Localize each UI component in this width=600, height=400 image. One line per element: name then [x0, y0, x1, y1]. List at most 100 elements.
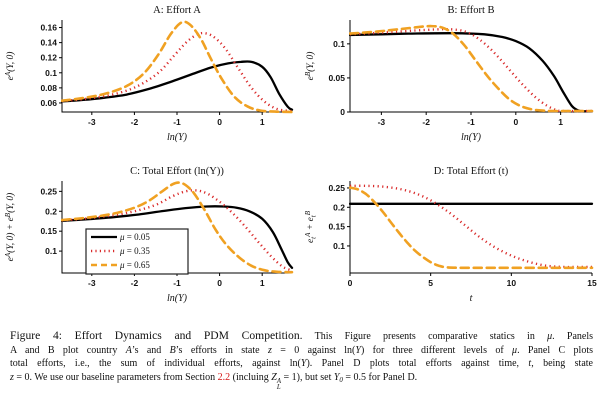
caption-line-1: Figure 4: Effort Dynamics and PDM Compet… [10, 329, 593, 344]
y-tick-label: 0.06 [40, 98, 57, 108]
x-tick-label: 1 [260, 117, 265, 127]
figure-caption: Figure 4: Effort Dynamics and PDM Compet… [10, 329, 593, 391]
panel-effort-a: A: Effort A -3 -2 -1 0 1 0.06 0.08 0.1 0.12 0.14 0.… [0, 0, 300, 161]
caption-text: . Panel C plots [517, 344, 593, 356]
panel-title: C: Total Effort (ln(Y)) [130, 166, 224, 177]
series-dashed [349, 24, 594, 113]
caption-text: = 0. We use our baseline parameters from… [13, 371, 218, 383]
series-solid [61, 60, 294, 111]
x-tick-label: 5 [428, 278, 433, 288]
caption-line-4: z = 0. We use our baseline parameters fr… [10, 371, 593, 391]
x-tick-label: -3 [378, 117, 386, 127]
caption-subscript: 0 [339, 375, 343, 384]
series-dashed [61, 20, 294, 114]
legend-label: μ = 0.35 [119, 246, 150, 256]
y-tick-label: 0.1 [333, 39, 345, 49]
caption-text: B [169, 344, 176, 356]
caption-text: This Figure presents comparative statics… [302, 331, 548, 342]
x-tick-label: 10 [507, 278, 517, 288]
caption-text: μ [512, 344, 518, 356]
x-tick-label: -3 [88, 117, 96, 127]
chart-panel-c: C: Total Effort (ln(Y)) -3 -2 -1 0 1 0.1 0.15 0.… [4, 166, 294, 304]
series-dotted [61, 189, 293, 272]
x-tick-label: -3 [88, 278, 96, 288]
series-dotted [61, 31, 293, 113]
caption-text: = 0.5 for Panel D. [342, 371, 418, 383]
x-tick-label: -2 [422, 117, 430, 127]
series-dotted [349, 184, 592, 269]
caption-text: A [125, 344, 132, 356]
x-tick-label: 0 [217, 278, 222, 288]
caption-text: Y [333, 371, 340, 383]
panel-title: B: Effort B [447, 5, 494, 16]
y-tick-label: 0.08 [40, 83, 57, 93]
x-axis-label: ln(Y) [167, 132, 188, 143]
caption-text: t [528, 358, 532, 370]
y-tick-label: 0.25 [40, 186, 57, 196]
series-solid [61, 205, 294, 269]
series-solid [349, 32, 594, 113]
caption-text: z [10, 371, 14, 383]
chart-panel-b: B: Effort B -3 -2 -1 0 1 0 0.05 0.1 ln(Y) eB(Y, 0) [304, 5, 594, 143]
caption-line-2: A and B plot country A’s and B’s efforts… [10, 344, 593, 358]
y-tick-label: 0.2 [333, 202, 345, 212]
legend: μ = 0.05 μ = 0.35 μ = 0.65 [85, 228, 189, 275]
figure-4-plots: A: Effort A -3 -2 -1 0 1 0.06 0.08 0.1 0.12 0.14 0.… [0, 0, 600, 322]
y-tick-label: 0.15 [328, 222, 345, 232]
x-axis-label: t [470, 293, 473, 304]
chart-panel-d: D: Total Effort (t) 0 5 10 15 0.1 0.15 0.2 0.25 t… [304, 166, 597, 304]
y-tick-label: 0.25 [328, 183, 345, 193]
series-dotted [349, 28, 593, 113]
caption-text: Z [271, 371, 277, 383]
y-tick-label: 0.15 [40, 226, 57, 236]
y-tick-label: 0.1 [333, 241, 345, 251]
x-tick-label: 15 [587, 278, 597, 288]
x-tick-label: -1 [173, 117, 181, 127]
y-axis-label: eB(Y, 0) [304, 52, 316, 81]
series-dashed [349, 186, 594, 270]
caption-text: = 1), but set [281, 371, 334, 383]
y-tick-label: 0.2 [45, 206, 57, 216]
y-tick-label: 0.14 [40, 38, 57, 48]
caption-text: μ [547, 331, 553, 342]
caption-text: ) for three different levels of [360, 344, 513, 356]
caption-text: = 0 against ln( [271, 344, 356, 356]
panel-total-effort-lny: C: Total Effort (ln(Y)) -3 -2 -1 0 1 0.1 0.15 0.… [0, 161, 300, 322]
panel-total-effort-t: D: Total Effort (t) 0 5 10 15 0.1 0.15 0.2 0.25 t… [300, 161, 600, 322]
caption-text: total efforts, i.e., the sum of individu… [10, 358, 301, 370]
section-link[interactable]: 2.2 [217, 371, 231, 383]
panel-effort-b: B: Effort B -3 -2 -1 0 1 0 0.05 0.1 ln(Y) eB(Y, 0) [300, 0, 600, 161]
caption-text: ’s and [131, 344, 170, 356]
caption-line-3: total efforts, i.e., the sum of individu… [10, 357, 593, 371]
x-tick-label: -2 [131, 278, 139, 288]
x-tick-label: -1 [173, 278, 181, 288]
caption-text: ). Panel D plots total efforts against t… [306, 358, 529, 370]
axes [349, 181, 592, 274]
y-tick-label: 0.12 [40, 53, 57, 63]
y-tick-label: 0.1 [45, 68, 57, 78]
y-tick-label: 0.05 [328, 73, 345, 83]
y-tick-label: 0 [340, 107, 345, 117]
caption-text: . Panels [552, 331, 594, 342]
y-tick-label: 0.1 [45, 246, 57, 256]
x-tick-label: 1 [260, 278, 265, 288]
series-dashed [61, 181, 294, 274]
caption-text: Y [355, 344, 361, 356]
caption-text: z [267, 344, 272, 356]
legend-label: μ = 0.65 [119, 260, 150, 270]
y-axis-label: eA(Y, 0) + eB(Y, 0) [4, 193, 16, 262]
x-tick-label: 0 [513, 117, 518, 127]
y-tick-label: 0.16 [40, 23, 57, 33]
caption-text: A and B plot country [10, 344, 126, 356]
panel-title: D: Total Effort (t) [434, 166, 509, 177]
x-tick-label: 0 [217, 117, 222, 127]
x-axis-label: ln(Y) [167, 293, 188, 304]
panel-title: A: Effort A [153, 5, 201, 16]
y-axis-label: eA(Y, 0) [4, 52, 16, 81]
caption-text: ’s efforts in state [175, 344, 268, 356]
x-tick-label: -1 [467, 117, 475, 127]
x-axis-label: ln(Y) [461, 132, 482, 143]
caption-heading: Figure 4: Effort Dynamics and PDM Compet… [10, 329, 303, 342]
x-tick-label: 0 [348, 278, 353, 288]
